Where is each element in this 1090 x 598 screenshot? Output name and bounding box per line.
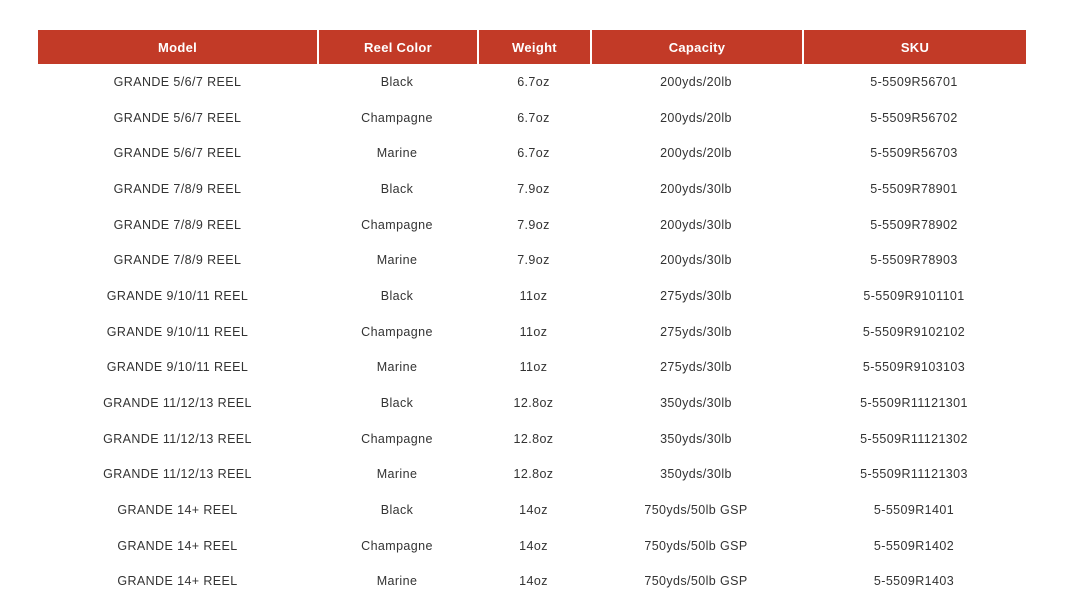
cell-sku: 5-5509R1402 [802, 527, 1026, 564]
table-row: GRANDE 5/6/7 REEL Marine 6.7oz 200yds/20lb 5… [38, 135, 1026, 172]
table-row: GRANDE 7/8/9 REEL Marine 7.9oz 200yds/30lb 5… [38, 242, 1026, 279]
cell-model: GRANDE 7/8/9 REEL [38, 242, 317, 279]
cell-weight: 12.8oz [477, 385, 590, 421]
cell-weight: 7.9oz [477, 171, 590, 207]
column-header-sku: SKU [802, 30, 1026, 64]
cell-model: GRANDE 9/10/11 REEL [38, 278, 317, 314]
cell-capacity: 750yds/50lb GSP [590, 492, 802, 528]
cell-sku: 5-5509R78902 [802, 206, 1026, 243]
cell-color: Black [317, 385, 477, 421]
cell-weight: 6.7oz [477, 99, 590, 136]
cell-sku: 5-5509R56701 [802, 64, 1026, 100]
cell-weight: 7.9oz [477, 242, 590, 279]
table-body: GRANDE 5/6/7 REEL Black 6.7oz 200yds/20lb 5-… [38, 64, 1026, 598]
cell-model: GRANDE 9/10/11 REEL [38, 349, 317, 386]
table-row: GRANDE 11/12/13 REEL Black 12.8oz 350yds/30… [38, 385, 1026, 421]
cell-color: Marine [317, 135, 477, 172]
cell-sku: 5-5509R78901 [802, 171, 1026, 207]
column-header-model: Model [38, 30, 317, 64]
table-row: GRANDE 9/10/11 REEL Black 11oz 275yds/30lb 5… [38, 278, 1026, 314]
reel-spec-table: Model Reel Color Weight Capacity SKU GRANDE … [38, 30, 1026, 598]
cell-model: GRANDE 5/6/7 REEL [38, 99, 317, 136]
column-header-capacity: Capacity [590, 30, 802, 64]
cell-weight: 7.9oz [477, 206, 590, 243]
table-row: GRANDE 9/10/11 REEL Champagne 11oz 275yds/3… [38, 313, 1026, 350]
cell-capacity: 200yds/20lb [590, 135, 802, 172]
cell-capacity: 200yds/30lb [590, 206, 802, 243]
cell-color: Black [317, 492, 477, 528]
cell-weight: 6.7oz [477, 135, 590, 172]
table-row: GRANDE 5/6/7 REEL Champagne 6.7oz 200yds/20… [38, 99, 1026, 136]
cell-capacity: 750yds/50lb GSP [590, 563, 802, 598]
cell-color: Black [317, 64, 477, 100]
column-header-color: Reel Color [317, 30, 477, 64]
cell-weight: 14oz [477, 563, 590, 598]
cell-weight: 12.8oz [477, 420, 590, 457]
column-header-weight: Weight [477, 30, 590, 64]
cell-color: Champagne [317, 527, 477, 564]
cell-weight: 11oz [477, 349, 590, 386]
cell-model: GRANDE 7/8/9 REEL [38, 171, 317, 207]
table-row: GRANDE 7/8/9 REEL Black 7.9oz 200yds/30lb 5-… [38, 171, 1026, 207]
cell-model: GRANDE 7/8/9 REEL [38, 206, 317, 243]
cell-capacity: 200yds/30lb [590, 171, 802, 207]
cell-model: GRANDE 14+ REEL [38, 527, 317, 564]
cell-capacity: 750yds/50lb GSP [590, 527, 802, 564]
cell-capacity: 200yds/20lb [590, 99, 802, 136]
cell-capacity: 350yds/30lb [590, 385, 802, 421]
cell-capacity: 350yds/30lb [590, 420, 802, 457]
cell-color: Marine [317, 349, 477, 386]
cell-model: GRANDE 14+ REEL [38, 492, 317, 528]
cell-model: GRANDE 11/12/13 REEL [38, 385, 317, 421]
cell-sku: 5-5509R9101101 [802, 278, 1026, 314]
cell-model: GRANDE 9/10/11 REEL [38, 313, 317, 350]
cell-weight: 6.7oz [477, 64, 590, 100]
cell-color: Champagne [317, 99, 477, 136]
cell-capacity: 200yds/30lb [590, 242, 802, 279]
cell-model: GRANDE 11/12/13 REEL [38, 456, 317, 493]
cell-sku: 5-5509R11121303 [802, 456, 1026, 493]
cell-color: Marine [317, 563, 477, 598]
table-row: GRANDE 9/10/11 REEL Marine 11oz 275yds/30lb… [38, 349, 1026, 386]
cell-color: Marine [317, 242, 477, 279]
cell-capacity: 350yds/30lb [590, 456, 802, 493]
cell-color: Champagne [317, 420, 477, 457]
table-row: GRANDE 14+ REEL Marine 14oz 750yds/50lb GSP… [38, 563, 1026, 598]
cell-weight: 11oz [477, 278, 590, 314]
cell-sku: 5-5509R9102102 [802, 313, 1026, 350]
cell-model: GRANDE 14+ REEL [38, 563, 317, 598]
cell-color: Champagne [317, 313, 477, 350]
header-row: Model Reel Color Weight Capacity SKU [38, 30, 1026, 64]
cell-color: Black [317, 171, 477, 207]
cell-color: Marine [317, 456, 477, 493]
cell-sku: 5-5509R9103103 [802, 349, 1026, 386]
cell-weight: 14oz [477, 527, 590, 564]
cell-color: Black [317, 278, 477, 314]
cell-sku: 5-5509R56703 [802, 135, 1026, 172]
table-row: GRANDE 11/12/13 REEL Marine 12.8oz 350yds/3… [38, 456, 1026, 493]
cell-model: GRANDE 5/6/7 REEL [38, 64, 317, 100]
table-row: GRANDE 5/6/7 REEL Black 6.7oz 200yds/20lb 5-… [38, 64, 1026, 100]
cell-weight: 14oz [477, 492, 590, 528]
table-row: GRANDE 7/8/9 REEL Champagne 7.9oz 200yds/30… [38, 206, 1026, 243]
cell-sku: 5-5509R11121301 [802, 385, 1026, 421]
table-row: GRANDE 14+ REEL Black 14oz 750yds/50lb GSP 5… [38, 492, 1026, 528]
cell-capacity: 275yds/30lb [590, 349, 802, 386]
cell-sku: 5-5509R11121302 [802, 420, 1026, 457]
cell-sku: 5-5509R1403 [802, 563, 1026, 598]
cell-capacity: 200yds/20lb [590, 64, 802, 100]
cell-capacity: 275yds/30lb [590, 313, 802, 350]
cell-model: GRANDE 11/12/13 REEL [38, 420, 317, 457]
table-row: GRANDE 11/12/13 REEL Champagne 12.8oz 350yd… [38, 420, 1026, 457]
cell-sku: 5-5509R78903 [802, 242, 1026, 279]
cell-sku: 5-5509R56702 [802, 99, 1026, 136]
cell-sku: 5-5509R1401 [802, 492, 1026, 528]
cell-color: Champagne [317, 206, 477, 243]
table-row: GRANDE 14+ REEL Champagne 14oz 750yds/50lb … [38, 527, 1026, 564]
cell-weight: 12.8oz [477, 456, 590, 493]
cell-weight: 11oz [477, 313, 590, 350]
cell-model: GRANDE 5/6/7 REEL [38, 135, 317, 172]
cell-capacity: 275yds/30lb [590, 278, 802, 314]
